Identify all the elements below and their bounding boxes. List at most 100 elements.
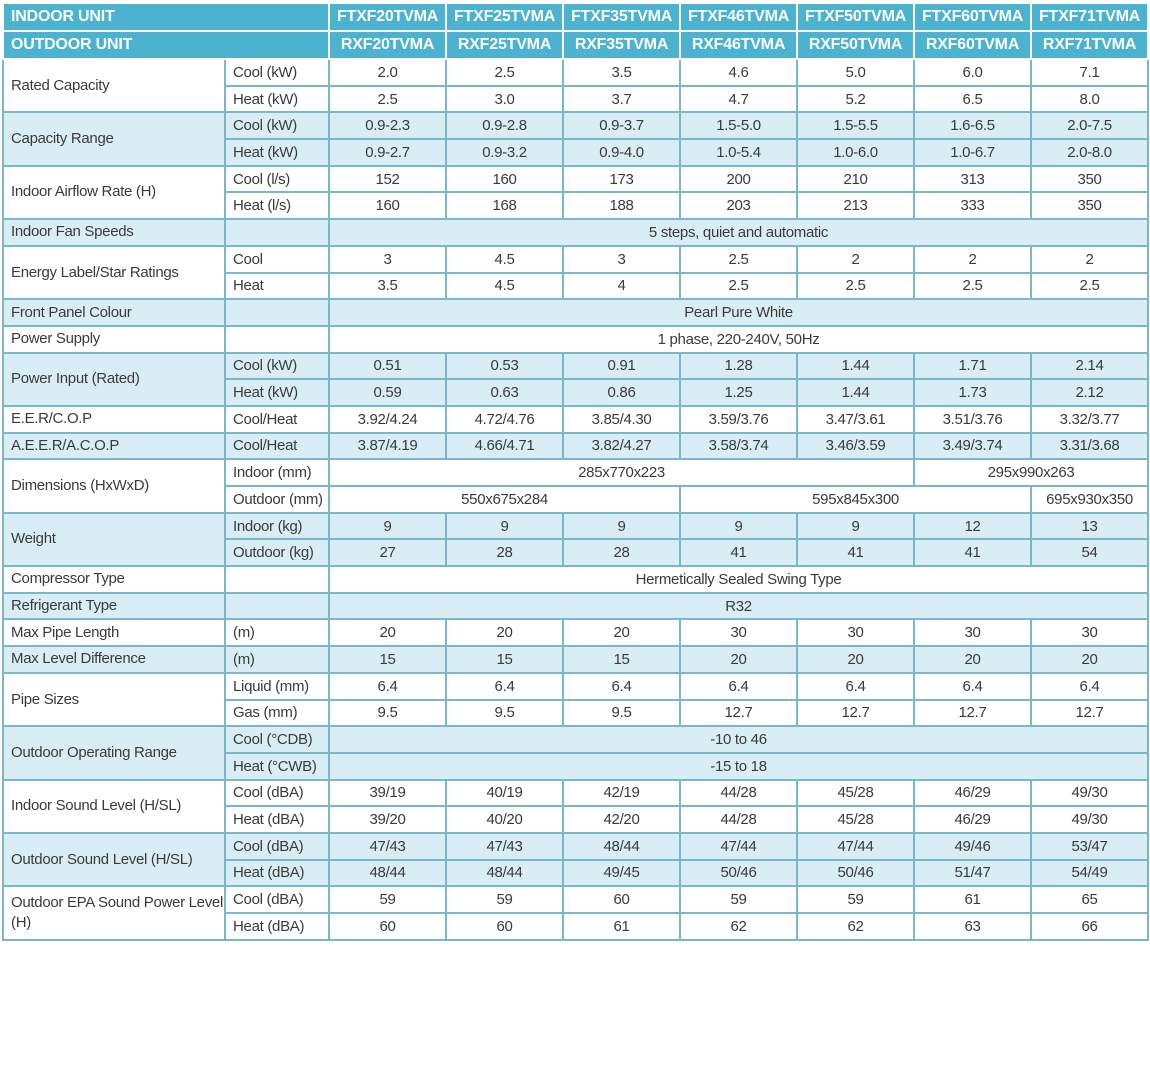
spec-value: 4.6 <box>679 58 799 87</box>
spec-label-energy-label-star-ratings: Energy Label/Star Ratings <box>2 244 226 301</box>
spec-value: 1.73 <box>913 378 1033 407</box>
spec-value: 4.72/4.76 <box>445 404 565 434</box>
spec-value: 9.5 <box>562 698 682 728</box>
spec-value: 2.5 <box>796 271 916 301</box>
spec-row-power-supply: Power Supply 1 phase, 220-240V, 50Hz <box>2 324 1150 354</box>
spec-value: 9.5 <box>445 698 565 728</box>
spec-value: 168 <box>445 191 565 221</box>
spec-sublabel: Cool (dBA) <box>223 831 331 861</box>
indoor-unit-label: INDOOR UNIT <box>1 2 331 32</box>
spec-row-power-input-rated: Power Input (Rated) Cool (kW) 0.51 0.53 0.91… <box>2 351 1150 407</box>
spec-row-outdoor-epa-sound-power-level-h: Outdoor EPA Sound Power Level (H) Cool (d… <box>2 885 1150 941</box>
spec-value: R32 <box>328 591 1150 621</box>
spec-value: 4.66/4.71 <box>445 431 565 461</box>
spec-value: 3.46/3.59 <box>796 431 916 461</box>
spec-sublabel: Heat (kW) <box>223 84 331 114</box>
spec-value: 313 <box>913 164 1033 194</box>
spec-value: 66 <box>1030 912 1150 941</box>
spec-value: 46/29 <box>913 778 1033 808</box>
spec-sublabel: Cool <box>223 244 331 274</box>
outdoor-model: RXF35TVMA <box>562 30 682 60</box>
spec-value: 9 <box>679 511 799 541</box>
spec-sublabel <box>223 218 331 247</box>
spec-row-outdoor-epa-sound-power-level-h: Heat (dBA) 60 60 61 62 62 63 66 <box>3 912 1150 941</box>
spec-value: 2.12 <box>1030 378 1150 407</box>
spec-value: 350 <box>1030 191 1150 221</box>
spec-value: 1.5-5.0 <box>679 111 799 141</box>
spec-value: 4.5 <box>445 244 565 274</box>
spec-value: 15 <box>445 645 565 674</box>
outdoor-unit-label: OUTDOOR UNIT <box>1 30 331 60</box>
spec-row-capacity-range: Heat (kW) 0.9-2.7 0.9-3.2 0.9-4.0 1.0-5.4 1.0… <box>3 138 1150 167</box>
spec-value: 1.71 <box>913 351 1033 381</box>
spec-value: 0.9-3.2 <box>445 138 565 167</box>
spec-value: 61 <box>562 912 682 941</box>
spec-value: 49/30 <box>1030 805 1150 834</box>
spec-value: 350 <box>1030 164 1150 194</box>
spec-value: 295x990x263 <box>913 458 1150 487</box>
spec-sublabel: Heat (kW) <box>223 138 331 167</box>
spec-value: 20 <box>679 645 799 674</box>
spec-value: 20 <box>328 618 448 648</box>
spec-value: 3.0 <box>445 84 565 114</box>
spec-value: 62 <box>796 912 916 941</box>
spec-row-outdoor-sound-level-h-sl: Heat (dBA) 48/44 48/44 49/45 50/46 50/46 51/47… <box>3 858 1150 888</box>
spec-sublabel: Heat <box>223 271 331 301</box>
spec-sublabel: Cool/Heat <box>223 404 331 434</box>
spec-sublabel: Cool (dBA) <box>223 778 331 808</box>
spec-row-indoor-sound-level-h-sl: Indoor Sound Level (H/SL) Cool (dBA) 39/19… <box>2 778 1150 834</box>
spec-row-outdoor-operating-range: Outdoor Operating Range Cool (°CDB) -10 to… <box>2 725 1150 781</box>
spec-value: 203 <box>679 191 799 221</box>
spec-value: 49/45 <box>562 858 682 888</box>
spec-value: 45/28 <box>796 805 916 834</box>
spec-value: 3.51/3.76 <box>913 404 1033 434</box>
spec-value: 173 <box>562 164 682 194</box>
outdoor-model: RXF25TVMA <box>445 30 565 60</box>
outdoor-model: RXF50TVMA <box>796 30 916 60</box>
spec-value: 0.9-3.7 <box>562 111 682 141</box>
spec-value: 41 <box>679 538 799 568</box>
spec-value: 6.5 <box>913 84 1033 114</box>
spec-row-refrigerant-type: Refrigerant Type R32 <box>2 591 1150 621</box>
spec-sublabel <box>223 298 331 327</box>
spec-label-refrigerant-type: Refrigerant Type <box>2 591 226 621</box>
spec-row-capacity-range: Capacity Range Cool (kW) 0.9-2.3 0.9-2.8 0.9… <box>2 111 1150 167</box>
spec-value: 41 <box>913 538 1033 568</box>
spec-value: 5 steps, quiet and automatic <box>328 218 1150 247</box>
outdoor-model: RXF20TVMA <box>328 30 448 60</box>
spec-value: 2.5 <box>679 244 799 274</box>
spec-row-max-level-difference: Max Level Difference (m) 15 15 15 20 20 20 20 <box>2 645 1150 674</box>
spec-value: 12.7 <box>679 698 799 728</box>
spec-value: 39/20 <box>328 805 448 834</box>
spec-label-e-e-r-c-o-p: E.E.R/C.O.P <box>2 404 226 434</box>
spec-value: 3.85/4.30 <box>562 404 682 434</box>
spec-value: 20 <box>1030 645 1150 674</box>
spec-value: 3.59/3.76 <box>679 404 799 434</box>
spec-value: 160 <box>328 191 448 221</box>
spec-label-power-supply: Power Supply <box>2 324 226 354</box>
spec-value: 47/44 <box>679 831 799 861</box>
spec-sublabel: Heat (dBA) <box>223 912 331 941</box>
spec-value: 5.0 <box>796 58 916 87</box>
spec-value: 44/28 <box>679 805 799 834</box>
spec-value: 2.0-7.5 <box>1030 111 1150 141</box>
spec-value: 30 <box>1030 618 1150 648</box>
spec-value: 2 <box>913 244 1033 274</box>
spec-sublabel: Heat (dBA) <box>223 858 331 888</box>
spec-value: 51/47 <box>913 858 1033 888</box>
spec-label-indoor-fan-speeds: Indoor Fan Speeds <box>2 218 226 247</box>
spec-value: -15 to 18 <box>328 751 1150 781</box>
spec-value: 48/44 <box>328 858 448 888</box>
spec-value: 4.5 <box>445 271 565 301</box>
spec-value: 5.2 <box>796 84 916 114</box>
spec-value: 39/19 <box>328 778 448 808</box>
spec-value: 3.47/3.61 <box>796 404 916 434</box>
spec-value: 9 <box>796 511 916 541</box>
spec-value: 49/46 <box>913 831 1033 861</box>
spec-value: 0.9-4.0 <box>562 138 682 167</box>
spec-value: 2.5 <box>679 271 799 301</box>
outdoor-model: RXF46TVMA <box>679 30 799 60</box>
spec-row-indoor-airflow-rate-h: Heat (l/s) 160 168 188 203 213 333 350 <box>3 191 1150 221</box>
spec-value: 42/20 <box>562 805 682 834</box>
spec-value: 3.82/4.27 <box>562 431 682 461</box>
